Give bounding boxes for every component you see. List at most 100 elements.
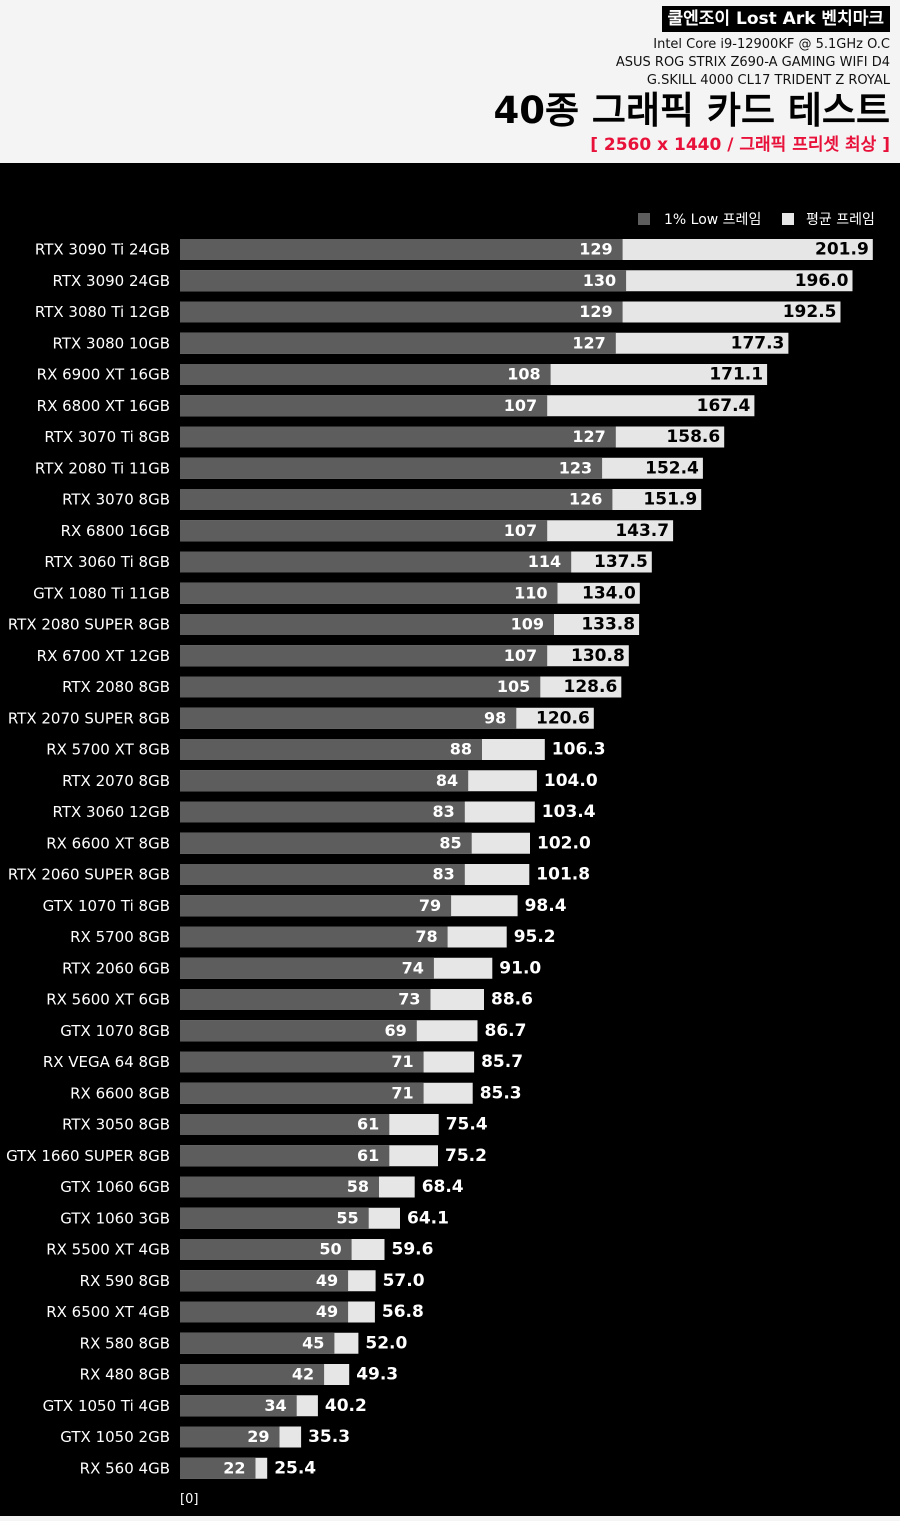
spec-cpu: Intel Core i9-12900KF @ 5.1GHz O.C	[653, 37, 890, 52]
low-bar	[180, 551, 572, 573]
avg-value-label: 134.0	[582, 583, 636, 603]
low-value-label: 129	[579, 240, 612, 259]
category-label: RTX 2060 6GB	[62, 959, 170, 977]
spec-memory: G.SKILL 4000 CL17 TRIDENT Z ROYAL	[646, 73, 890, 88]
avg-value-label: 56.8	[382, 1302, 424, 1322]
low-bar	[180, 895, 452, 917]
low-bar	[180, 707, 517, 729]
category-label: GTX 1070 Ti 8GB	[43, 897, 170, 915]
low-bar	[180, 395, 548, 417]
legend-low-label: 1% Low 프레임	[664, 212, 761, 228]
category-label: GTX 1660 SUPER 8GB	[6, 1147, 170, 1165]
legend-avg-swatch	[782, 213, 794, 225]
low-bar	[180, 676, 541, 698]
avg-value-label: 49.3	[356, 1365, 398, 1385]
avg-value-label: 128.6	[564, 677, 618, 697]
low-value-label: 127	[572, 427, 605, 446]
avg-value-label: 75.4	[446, 1115, 488, 1135]
avg-value-label: 85.3	[480, 1083, 522, 1103]
low-bar	[180, 1051, 424, 1073]
low-value-label: 108	[507, 365, 540, 384]
avg-value-label: 40.2	[325, 1396, 367, 1416]
low-value-label: 98	[484, 708, 506, 727]
low-bar	[180, 426, 616, 448]
category-label: RX 5700 XT 8GB	[46, 741, 170, 759]
category-label: RX 6600 8GB	[70, 1084, 170, 1102]
low-bar	[180, 582, 558, 604]
avg-value-label: 167.4	[697, 396, 751, 416]
low-bar	[180, 926, 448, 948]
header: 쿨엔조이 Lost Ark 벤치마크 Intel Core i9-12900KF…	[0, 0, 900, 162]
low-value-label: 74	[402, 958, 424, 977]
category-label: RTX 3090 Ti 24GB	[35, 241, 170, 259]
low-value-label: 127	[572, 333, 605, 352]
low-value-label: 126	[569, 490, 602, 509]
low-value-label: 71	[391, 1083, 413, 1102]
bar-chart: 1% Low 프레임 평균 프레임 RTX 3090 Ti 24GB 129 201…	[6, 212, 875, 1507]
category-label: RTX 3080 Ti 12GB	[35, 303, 170, 321]
low-bar	[180, 989, 431, 1010]
low-value-label: 107	[504, 521, 537, 540]
category-label: GTX 1070 8GB	[60, 1022, 170, 1040]
avg-value-label: 52.0	[365, 1333, 407, 1353]
low-bar	[180, 1114, 390, 1135]
low-bar	[180, 614, 554, 635]
low-value-label: 107	[504, 396, 537, 415]
low-value-label: 85	[439, 833, 461, 852]
category-label: RTX 3080 10GB	[53, 334, 170, 352]
category-label: GTX 1060 6GB	[60, 1178, 170, 1196]
low-bar	[180, 489, 613, 510]
low-bar	[180, 1176, 379, 1198]
legend: 1% Low 프레임 평균 프레임	[638, 212, 875, 228]
avg-value-label: 91.0	[499, 958, 541, 978]
avg-value-label: 86.7	[485, 1021, 527, 1041]
avg-value-label: 68.4	[422, 1177, 464, 1197]
low-bar	[180, 1020, 417, 1042]
category-label: RX 5700 8GB	[70, 928, 170, 946]
low-value-label: 88	[450, 740, 472, 759]
low-value-label: 49	[316, 1302, 338, 1321]
category-label: RTX 3090 24GB	[53, 272, 170, 290]
low-bar	[180, 739, 482, 760]
low-value-label: 78	[415, 927, 437, 946]
avg-value-label: 143.7	[615, 521, 669, 541]
low-value-label: 109	[511, 615, 544, 634]
low-bar	[180, 957, 434, 979]
category-label: RX 590 8GB	[80, 1272, 170, 1290]
low-value-label: 130	[583, 271, 616, 290]
low-bar	[180, 332, 616, 354]
avg-value-label: 85.7	[481, 1052, 523, 1072]
category-label: RTX 2070 SUPER 8GB	[8, 709, 170, 727]
category-label: RTX 2080 8GB	[62, 678, 170, 696]
avg-value-label: 192.5	[783, 302, 837, 322]
low-value-label: 83	[433, 865, 455, 884]
avg-value-label: 171.1	[709, 365, 763, 385]
avg-value-label: 137.5	[594, 552, 648, 572]
low-bar	[180, 864, 465, 885]
low-value-label: 69	[385, 1021, 407, 1040]
low-bar	[180, 520, 548, 542]
low-bar	[180, 1270, 349, 1292]
category-label: RTX 3070 8GB	[62, 491, 170, 509]
low-bar	[180, 1145, 390, 1167]
low-value-label: 129	[579, 302, 612, 321]
category-label: RX 6800 XT 16GB	[37, 397, 170, 415]
low-value-label: 84	[436, 771, 458, 790]
avg-value-label: 103.4	[542, 802, 596, 822]
low-bar	[180, 1426, 280, 1448]
spec-board: ASUS ROG STRIX Z690-A GAMING WIFI D4	[615, 55, 890, 70]
avg-value-label: 158.6	[666, 427, 720, 447]
avg-value-label: 88.6	[491, 990, 533, 1010]
low-bar	[180, 364, 551, 385]
brand-label: 쿨엔조이 Lost Ark 벤치마크	[661, 6, 890, 32]
category-label: RX 480 8GB	[80, 1366, 170, 1384]
category-label: RX 6500 XT 4GB	[46, 1303, 170, 1321]
avg-value-label: 101.8	[536, 865, 590, 885]
category-label: GTX 1080 Ti 11GB	[33, 584, 170, 602]
category-label: RTX 3060 Ti 8GB	[44, 553, 170, 571]
low-bar	[180, 832, 472, 854]
low-value-label: 42	[292, 1365, 314, 1384]
category-label: RX VEGA 64 8GB	[43, 1053, 170, 1071]
avg-value-label: 106.3	[552, 740, 606, 760]
legend-low-swatch	[638, 213, 650, 225]
